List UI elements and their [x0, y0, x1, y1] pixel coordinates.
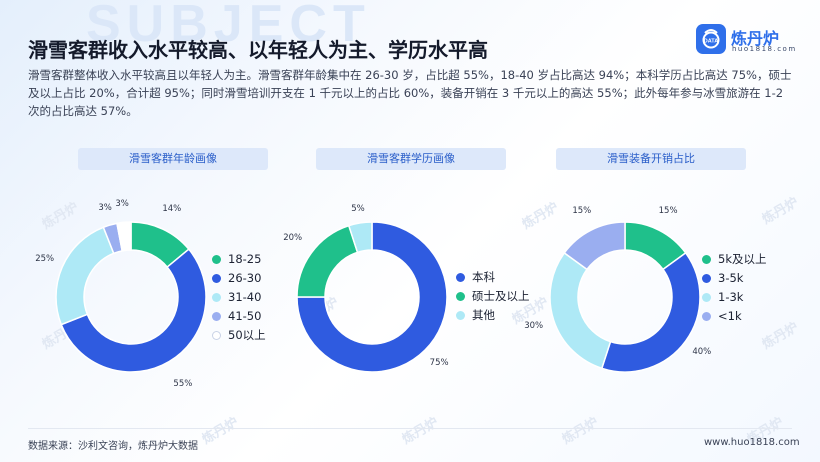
- legend-label: 26-30: [228, 271, 262, 285]
- legend-swatch: [212, 312, 221, 321]
- legend-label: 3-5k: [718, 271, 744, 285]
- legend-label: 41-50: [228, 309, 262, 323]
- legend-swatch: [702, 312, 711, 321]
- logo-name: 炼丹炉: [731, 29, 780, 48]
- legend-item: 本科: [456, 268, 530, 287]
- legend-item: 18-25: [212, 250, 266, 269]
- footer-divider: [28, 428, 792, 429]
- logo-badge-text: DATA: [704, 39, 718, 45]
- legend-label: 18-25: [228, 252, 262, 266]
- chart-2-title: 滑雪客群学历画像: [316, 148, 506, 170]
- legend-item: 其他: [456, 306, 530, 325]
- slice-2-3: [347, 221, 373, 254]
- legend-swatch: [212, 274, 221, 283]
- watermark-word: SUBJECT: [86, 0, 371, 53]
- page-title: 滑雪客群收入水平较高、以年轻人为主、学历水平高: [28, 38, 488, 62]
- legend-swatch: [456, 292, 465, 301]
- slice-label-1-3: 25%: [35, 253, 55, 264]
- slice-1-2: [60, 248, 207, 373]
- logo: DATA 炼丹炉 huo1818.com: [696, 24, 796, 60]
- legend-swatch: [702, 293, 711, 302]
- legend-label: 其他: [472, 308, 495, 322]
- legend-swatch: [212, 331, 221, 340]
- legend-1: 18-25 26-30 31-40 41-50 50以上: [212, 250, 266, 345]
- slice-label-1-5: 3%: [115, 199, 129, 210]
- legend-label: 本科: [472, 270, 495, 284]
- chart-3-title: 滑雪装备开销占比: [556, 148, 746, 170]
- legend-label: 硕士及以上: [472, 289, 530, 303]
- legend-3: 5k及以上 3-5k 1-3k <1k: [702, 250, 766, 326]
- legend-label: <1k: [718, 309, 742, 323]
- slice-1-5: [116, 221, 132, 252]
- legend-swatch: [456, 311, 465, 320]
- legend-2: 本科 硕士及以上 其他: [456, 268, 530, 325]
- legend-item: <1k: [702, 307, 766, 326]
- slice-label-3-3: 30%: [524, 320, 544, 331]
- slice-2-2: [296, 224, 359, 298]
- legend-label: 31-40: [228, 290, 262, 304]
- slice-label-2-2: 20%: [283, 233, 303, 244]
- logo-url: huo1818.com: [732, 45, 797, 53]
- slice-label-2-3: 5%: [351, 204, 365, 215]
- slice-3-2: [600, 251, 701, 373]
- legend-swatch: [212, 293, 221, 302]
- slice-3-4: [563, 221, 626, 271]
- slice-label-3-1: 15%: [658, 206, 678, 217]
- legend-item: 41-50: [212, 307, 266, 326]
- legend-item: 50以上: [212, 326, 266, 345]
- legend-label: 50以上: [228, 328, 266, 342]
- legend-item: 硕士及以上: [456, 287, 530, 306]
- slice-label-1-4: 3%: [98, 202, 112, 213]
- slice-1-3: [55, 226, 115, 326]
- legend-label: 1-3k: [718, 290, 744, 304]
- legend-item: 26-30: [212, 269, 266, 288]
- legend-swatch: [702, 255, 711, 264]
- donut-chart-3: [549, 221, 701, 373]
- website-url: www.huo1818.com: [704, 437, 800, 448]
- slice-label-1-1: 14%: [162, 204, 182, 215]
- donut-chart-2: [296, 221, 448, 373]
- legend-swatch: [456, 273, 465, 282]
- slice-label-1-2: 55%: [173, 378, 193, 389]
- legend-label: 5k及以上: [718, 252, 767, 266]
- data-source: 数据来源：沙利文咨询，炼丹炉大数据: [28, 441, 198, 452]
- logo-icon: DATA: [696, 24, 726, 54]
- legend-item: 31-40: [212, 288, 266, 307]
- chart-1-title: 滑雪客群年龄画像: [78, 148, 268, 170]
- slice-2-1: [296, 221, 448, 373]
- slice-label-2-1: 75%: [429, 358, 449, 369]
- summary-text: 滑雪客群整体收入水平较高且以年轻人为主。滑雪客群年龄集中在 26-30 岁，占比…: [28, 68, 792, 118]
- legend-swatch: [212, 255, 221, 264]
- legend-swatch: [702, 274, 711, 283]
- legend-item: 3-5k: [702, 269, 766, 288]
- legend-item: 1-3k: [702, 288, 766, 307]
- legend-item: 5k及以上: [702, 250, 766, 269]
- donut-chart-1: [55, 221, 207, 373]
- slice-3-3: [549, 251, 612, 370]
- slice-label-3-4: 15%: [572, 206, 592, 217]
- slice-label-3-2: 40%: [692, 346, 712, 357]
